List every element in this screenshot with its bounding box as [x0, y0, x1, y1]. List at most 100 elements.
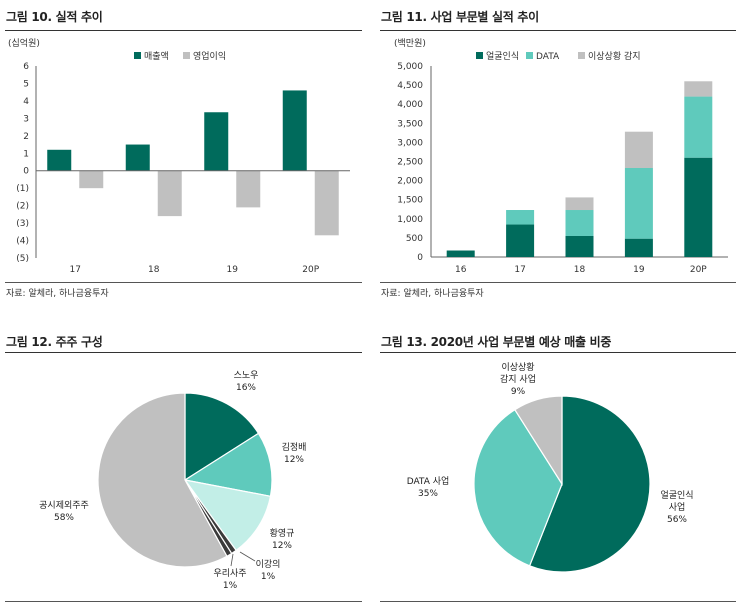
fig11-bar-face — [684, 157, 713, 257]
fig11-bar-data — [624, 167, 653, 239]
fig11-legend-swatch — [476, 52, 483, 59]
fig11-ytick-label: 3,500 — [397, 119, 423, 129]
fig11-xtick-label: 18 — [574, 265, 586, 275]
fig13-slice — [473, 408, 563, 567]
fig12-slice-pct: 12% — [284, 455, 304, 465]
fig12-leader-line — [230, 553, 234, 567]
fig10-legend-sales: 매출액 — [144, 50, 169, 62]
fig11-unit-label: (백만원) — [394, 38, 426, 49]
fig11-xtick-label: 19 — [633, 265, 645, 275]
fig11-ytick-label: 0 — [417, 253, 423, 263]
fig12-slice-pct: 58% — [54, 513, 74, 523]
fig10-ytick-label: (5) — [16, 254, 29, 264]
fig11-ytick-label: 4,500 — [397, 81, 423, 91]
fig13-slice-label: DATA 사업 — [407, 476, 450, 487]
fig11-bar-face — [624, 238, 653, 257]
fig12-slice — [97, 392, 228, 568]
fig10-ytick-label: (2) — [16, 202, 29, 212]
fig13-slice-pct: 9% — [511, 387, 526, 397]
fig13-slice-pct: 56% — [667, 515, 687, 525]
fig13-slice-label: 얼굴인식 — [660, 490, 693, 501]
fig10-bar-sales — [125, 144, 150, 171]
fig10-bar-sales — [47, 149, 72, 171]
fig13-slice — [528, 395, 651, 573]
fig11-chart: (백만원) 5,000 4,500 4,000 3,500 3,000 2,500 2,000… — [394, 38, 728, 275]
fig10-ytick-label: 5 — [23, 79, 29, 89]
fig11-bar-face — [506, 224, 535, 257]
fig11-title: 그림 11. 사업 부문별 실적 추이 — [381, 10, 539, 24]
fig12-slice-pct: 1% — [223, 581, 238, 591]
fig11-bar-data — [565, 210, 594, 236]
fig10-ytick-label: (3) — [16, 219, 29, 229]
fig11-ytick-label: 2,500 — [397, 158, 423, 168]
fig13-slice-label: 사업 — [669, 502, 686, 513]
fig11-legend-swatch — [526, 52, 533, 59]
fig10-bar-op-profit — [157, 170, 182, 217]
fig10-xtick-label: 20P — [302, 265, 319, 275]
fig11-ytick-label: 500 — [406, 234, 423, 244]
fig11-bar-anomaly — [684, 81, 713, 97]
fig12-slice-label: 황영규 — [270, 528, 295, 539]
fig11-bar-face — [565, 235, 594, 257]
fig10-xtick-label: 18 — [148, 265, 160, 275]
fig11-ytick-label: 3,000 — [397, 138, 423, 148]
fig11-legend-label: DATA — [536, 52, 560, 62]
fig10-bar-sales — [282, 90, 307, 171]
fig11-xtick-label: 17 — [514, 265, 525, 275]
fig10-bar-op-profit — [79, 170, 104, 189]
fig11-ytick-label: 5,000 — [397, 62, 423, 72]
fig11-legend-label: 이상상황 감지 — [588, 50, 641, 62]
fig10-title: 그림 10. 실적 추이 — [6, 10, 103, 24]
fig10-bar-op-profit — [314, 170, 339, 236]
fig12-slice-label: 김정배 — [282, 441, 307, 453]
fig10-ytick-label: 2 — [23, 132, 29, 142]
fig13-top-rule — [380, 352, 736, 353]
fig12-slice — [183, 479, 272, 552]
fig10-unit-label: (십억원) — [8, 37, 40, 49]
fig11-bar-anomaly — [565, 197, 594, 211]
fig11-xtick-label: 20P — [690, 265, 707, 275]
fig11-top-rule — [380, 30, 736, 31]
fig10-ytick-label: 1 — [23, 149, 29, 159]
fig10-ytick-label: 0 — [23, 167, 29, 177]
fig10-xtick-label: 17 — [70, 265, 81, 275]
fig10-bottom-rule — [5, 282, 362, 283]
fig12-bottom-rule — [5, 601, 362, 602]
fig10-bar-op-profit — [236, 170, 261, 208]
fig11-ytick-label: 1,500 — [397, 196, 423, 206]
fig11-bar-data — [506, 210, 535, 225]
fig10-legend-op-profit: 영업이익 — [193, 50, 226, 62]
fig10-ytick-label: 4 — [23, 97, 29, 107]
fig13-slice-label: 감지 사업 — [500, 373, 536, 385]
fig12-slice — [184, 392, 260, 482]
fig11-ytick-label: 1,000 — [397, 215, 423, 225]
fig10-ytick-label: 3 — [23, 114, 29, 124]
fig11-bottom-rule — [380, 282, 736, 283]
fig10-legend-swatch-op-profit — [183, 52, 190, 59]
fig12-leader-line — [239, 551, 256, 562]
fig11-ytick-label: 4,000 — [397, 100, 423, 110]
fig11-bar-data — [684, 96, 713, 158]
fig12-slice-label: 이강의 — [256, 559, 281, 570]
fig12-slice — [183, 432, 273, 498]
fig12-chart: 스노우 16% 김정배 12% 황영규 12% 이강의 1% 우리사주 1% 공시제외주주 58% — [39, 370, 307, 591]
fig10-ytick-label: (4) — [16, 237, 29, 247]
fig10-ytick-label: (1) — [16, 184, 29, 194]
fig12-slice-label: 스노우 — [234, 370, 259, 381]
fig11-legend-label: 얼굴인식 — [486, 51, 519, 62]
fig11-legend-swatch — [578, 52, 585, 59]
fig13-bottom-rule — [380, 601, 736, 602]
fig10-ytick-label: 6 — [23, 62, 29, 72]
fig11-bar-face — [446, 250, 475, 257]
fig12-slice-pct: 1% — [261, 572, 276, 582]
fig12-slice-label: 공시제외주주 — [39, 499, 89, 511]
fig12-slice-pct: 12% — [272, 541, 292, 551]
fig13-title: 그림 13. 2020년 사업 부문별 예상 매출 비중 — [381, 335, 612, 349]
fig10-chart: (십억원) 6 5 4 3 2 1 0 (1) (2) (3) (4) (5) 17 18 19 20P 매출액 영… — [8, 37, 350, 275]
fig10-xtick-label: 19 — [227, 265, 239, 275]
fig10-source: 자료: 알체라, 하나금융투자 — [6, 289, 109, 299]
fig13-slice-pct: 35% — [418, 489, 438, 499]
fig12-slice-label: 우리사주 — [213, 568, 246, 579]
fig13-slice-label: 이상상황 — [501, 362, 534, 373]
